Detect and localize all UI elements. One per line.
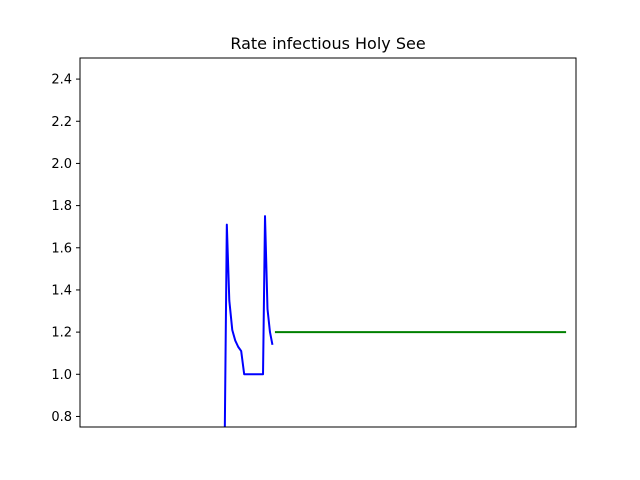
y-tick-label: 2.2 <box>51 115 72 130</box>
series-line-1 <box>223 215 274 427</box>
y-tick-label: 2.4 <box>51 73 72 88</box>
series-layer <box>223 215 567 427</box>
y-tick-label: 1.6 <box>51 241 72 256</box>
y-axis: 0.8 1.0 1.2 1.4 1.6 1.8 2.0 2.2 2.4 <box>51 73 80 425</box>
y-tick-label: 1.8 <box>51 199 72 214</box>
y-tick-label: 1.2 <box>51 326 72 341</box>
y-tick-label: 1.4 <box>51 283 72 298</box>
y-tick-label: 0.8 <box>51 410 72 425</box>
chart-title: Rate infectious Holy See <box>230 34 425 53</box>
y-tick-label: 1.0 <box>51 368 72 383</box>
plot-frame <box>79 57 577 428</box>
y-tick-label: 2.0 <box>51 157 72 172</box>
